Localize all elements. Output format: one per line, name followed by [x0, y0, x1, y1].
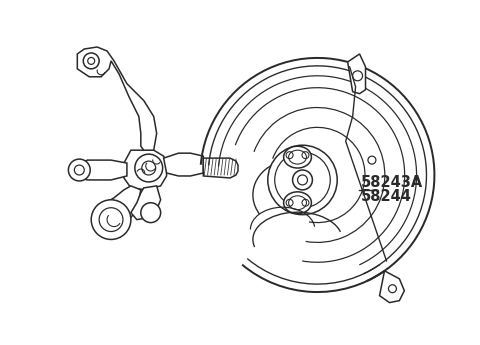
- Circle shape: [68, 159, 90, 181]
- Polygon shape: [164, 153, 204, 176]
- Polygon shape: [131, 186, 161, 220]
- Polygon shape: [77, 160, 127, 180]
- Circle shape: [293, 170, 312, 190]
- Circle shape: [268, 145, 337, 215]
- Polygon shape: [380, 271, 404, 303]
- Polygon shape: [124, 150, 167, 190]
- Polygon shape: [348, 54, 366, 93]
- Circle shape: [91, 200, 131, 239]
- Ellipse shape: [284, 146, 312, 168]
- Circle shape: [135, 154, 163, 182]
- Circle shape: [141, 203, 161, 223]
- Circle shape: [88, 57, 95, 65]
- Polygon shape: [77, 47, 156, 150]
- Circle shape: [142, 161, 156, 175]
- Polygon shape: [94, 186, 141, 229]
- Text: 58244: 58244: [361, 189, 412, 204]
- Text: 58243A: 58243A: [361, 175, 423, 190]
- Circle shape: [83, 53, 99, 69]
- Ellipse shape: [284, 192, 312, 214]
- Polygon shape: [204, 158, 238, 178]
